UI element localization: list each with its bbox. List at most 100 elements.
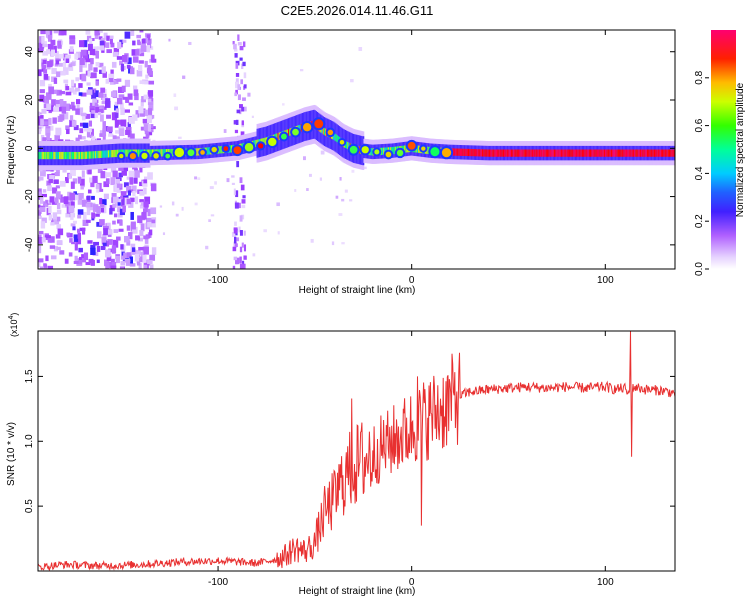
ridge-core (592, 149, 595, 157)
ridge-core (206, 147, 209, 155)
ridge-core (607, 149, 610, 157)
spectrogram-cell (73, 234, 79, 242)
spectrogram-cell (120, 191, 127, 196)
ridge-core (264, 137, 267, 145)
ridge-core (84, 151, 87, 159)
spectrogram-cell (39, 266, 44, 269)
spectrogram-cell (102, 121, 106, 129)
spectrogram-cell (110, 258, 115, 265)
ridge-blob-core (187, 149, 195, 157)
ridge-core (287, 129, 290, 137)
spectrogram-cell (94, 33, 99, 40)
spectrogram-cell (116, 183, 122, 188)
spectrogram-cell (127, 190, 131, 196)
y-tick-label: 40 (24, 46, 35, 58)
ridge-core (586, 149, 589, 157)
spectrogram-cell (61, 204, 68, 208)
ridge-core (150, 149, 153, 157)
spectrogram-cell (77, 199, 84, 205)
spectrogram-cell (112, 196, 119, 204)
ridge-core (528, 149, 531, 157)
spectrogram-cell (106, 114, 111, 119)
spectrogram-cell (39, 196, 44, 204)
ridge-blob-core (314, 119, 324, 129)
ridge-core (42, 151, 45, 160)
spectrogram-cell (80, 182, 84, 190)
spectrogram-cell (117, 119, 123, 125)
spectrogram-cell (123, 182, 129, 188)
spectrogram-cell (41, 108, 47, 114)
x-tick-label: 0 (409, 275, 415, 286)
spectrogram-cell (88, 38, 93, 46)
spectrogram-cell (72, 178, 78, 184)
spectrogram-cell (105, 100, 111, 108)
spectrogram-cell (236, 161, 240, 168)
spectrogram-cell (118, 172, 123, 178)
spectrogram-cell (126, 225, 131, 231)
snr-frame (37, 330, 676, 572)
snr-scale-factor: (x104) (8, 313, 19, 337)
ridge-core (501, 149, 504, 157)
spectrogram-cell (351, 169, 355, 173)
colorbar: 0.0 0.2 0.4 0.6 0.8 Normalized spectral ampl… (694, 30, 746, 276)
spectrogram-cell (108, 35, 114, 39)
ridge-core (476, 149, 479, 157)
spectrogram-cell (143, 124, 149, 131)
ridge-core (581, 149, 584, 157)
spectrogram-cell (139, 230, 144, 237)
ridge-core (661, 149, 664, 157)
ridge-core (570, 149, 573, 157)
spectrogram-cell (39, 94, 45, 102)
ridge-core (79, 151, 82, 160)
spectrogram-cell (38, 258, 44, 263)
spectrogram-cell (110, 69, 114, 76)
spectrogram-cell (115, 130, 122, 134)
ridge-blob-core (119, 153, 124, 159)
spectrogram-cell (139, 110, 145, 117)
spectrogram-cell (38, 69, 42, 77)
ridge-core (169, 148, 172, 157)
spectrogram-cell (45, 126, 51, 130)
spectrogram-cell (100, 204, 105, 208)
spectrogram-cell (83, 40, 88, 48)
ridge-blob-core (292, 128, 299, 136)
ridge-core (470, 148, 473, 157)
ridge-core (63, 151, 66, 160)
spectrogram-cell (56, 224, 62, 230)
y-tick-label: 0 (24, 145, 35, 151)
ridge-core (549, 149, 552, 157)
spectrogram-cell (135, 49, 140, 56)
ridge-core (504, 149, 507, 157)
spectrogram-cell (242, 61, 246, 67)
ridge-core (513, 149, 516, 157)
ridge-core (527, 149, 530, 157)
spectrogram-cell (243, 230, 246, 236)
spectrogram-cell (241, 199, 246, 204)
spectrogram-cell (131, 247, 136, 252)
spectrogram-cell (140, 45, 147, 52)
spectrogram-cell (95, 183, 100, 189)
spectrogram-cell (101, 37, 106, 43)
spectrogram-cell (240, 79, 243, 85)
spectrogram-cell (205, 245, 209, 250)
ridge-core (664, 149, 667, 157)
spectrogram-cell (231, 231, 236, 237)
spectrogram-cell (143, 201, 149, 208)
spectrogram-cell (123, 252, 127, 259)
ridge-core (667, 149, 670, 157)
spectrogram-cell (168, 38, 171, 42)
ridge-core (70, 151, 73, 160)
spectrogram-cell (133, 89, 139, 96)
ridge-core (614, 149, 617, 157)
spectrogram-cell (59, 180, 66, 187)
spectrogram-cell (178, 136, 182, 139)
ridge-core (89, 151, 92, 159)
ridge-core (506, 149, 509, 157)
spectrogram-cell (239, 177, 243, 184)
spectrogram-cell (182, 75, 186, 79)
spectrogram-cell (113, 213, 118, 218)
ridge-core (321, 126, 324, 134)
spectrogram-cell (62, 169, 67, 173)
ridge-core (632, 149, 635, 157)
ridge-core (616, 149, 619, 157)
